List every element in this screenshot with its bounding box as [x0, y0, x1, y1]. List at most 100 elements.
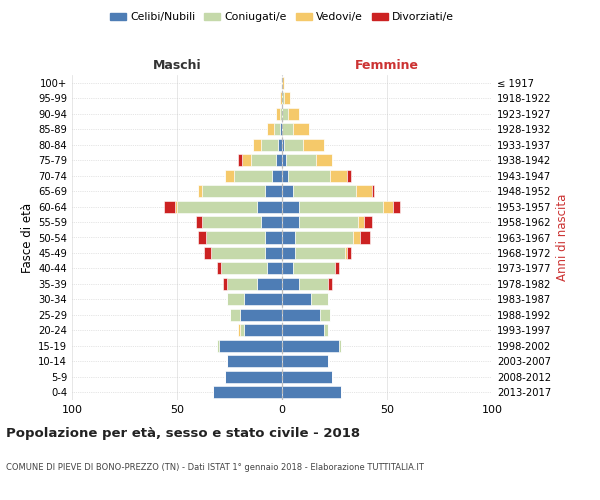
Bar [284, 138, 303, 150]
Bar [268, 123, 274, 135]
Bar [206, 232, 265, 243]
Bar [286, 154, 316, 166]
Bar [261, 138, 278, 150]
Bar [280, 123, 282, 135]
Bar [238, 154, 242, 166]
Bar [198, 232, 206, 243]
Bar [364, 216, 372, 228]
Text: Femmine: Femmine [355, 59, 419, 72]
Bar [226, 371, 282, 383]
Bar [265, 247, 282, 259]
Bar [280, 108, 282, 120]
Bar [345, 247, 347, 259]
Bar [284, 92, 290, 104]
Bar [299, 200, 383, 212]
Bar [204, 247, 211, 259]
Bar [276, 154, 282, 166]
Bar [338, 340, 341, 352]
Bar [282, 92, 284, 104]
Bar [261, 216, 282, 228]
Bar [282, 262, 293, 274]
Bar [265, 232, 282, 243]
Bar [320, 309, 331, 321]
Bar [303, 138, 324, 150]
Bar [240, 309, 282, 321]
Bar [316, 154, 332, 166]
Bar [229, 309, 240, 321]
Bar [293, 262, 335, 274]
Bar [299, 278, 328, 290]
Text: COMUNE DI PIEVE DI BONO-PREZZO (TN) - Dati ISTAT 1° gennaio 2018 - Elaborazione : COMUNE DI PIEVE DI BONO-PREZZO (TN) - Da… [6, 462, 424, 471]
Bar [217, 340, 219, 352]
Bar [335, 262, 338, 274]
Bar [282, 76, 284, 89]
Bar [238, 324, 240, 336]
Bar [358, 216, 364, 228]
Bar [227, 294, 244, 306]
Bar [360, 232, 370, 243]
Text: Popolazione per età, sesso e stato civile - 2018: Popolazione per età, sesso e stato civil… [6, 428, 360, 440]
Bar [257, 200, 282, 212]
Bar [299, 216, 358, 228]
Bar [293, 123, 310, 135]
Bar [282, 138, 284, 150]
Bar [217, 262, 221, 274]
Bar [253, 138, 261, 150]
Bar [202, 216, 261, 228]
Bar [196, 216, 202, 228]
Bar [211, 247, 265, 259]
Bar [274, 123, 280, 135]
Bar [331, 170, 347, 181]
Bar [268, 262, 282, 274]
Bar [394, 200, 400, 212]
Bar [164, 200, 175, 212]
Bar [251, 154, 276, 166]
Bar [282, 185, 293, 197]
Bar [311, 294, 328, 306]
Bar [282, 309, 320, 321]
Bar [265, 185, 282, 197]
Bar [282, 340, 338, 352]
Bar [282, 371, 332, 383]
Bar [198, 185, 202, 197]
Bar [278, 138, 282, 150]
Text: Maschi: Maschi [152, 59, 202, 72]
Bar [177, 200, 257, 212]
Bar [282, 386, 341, 398]
Bar [347, 170, 352, 181]
Bar [289, 108, 299, 120]
Bar [257, 278, 282, 290]
Y-axis label: Fasce di età: Fasce di età [21, 202, 34, 272]
Bar [293, 185, 355, 197]
Bar [355, 185, 372, 197]
Bar [276, 108, 280, 120]
Bar [282, 278, 299, 290]
Bar [353, 232, 360, 243]
Bar [282, 232, 295, 243]
Y-axis label: Anni di nascita: Anni di nascita [556, 194, 569, 281]
Bar [282, 356, 328, 368]
Bar [383, 200, 394, 212]
Bar [175, 200, 177, 212]
Legend: Celibi/Nubili, Coniugati/e, Vedovi/e, Divorziati/e: Celibi/Nubili, Coniugati/e, Vedovi/e, Di… [106, 8, 458, 26]
Bar [223, 278, 227, 290]
Bar [372, 185, 374, 197]
Bar [295, 247, 345, 259]
Bar [202, 185, 265, 197]
Bar [227, 278, 257, 290]
Bar [242, 154, 251, 166]
Bar [282, 216, 299, 228]
Bar [244, 294, 282, 306]
Bar [282, 324, 324, 336]
Bar [240, 324, 244, 336]
Bar [324, 324, 328, 336]
Bar [347, 247, 352, 259]
Bar [226, 170, 234, 181]
Bar [282, 170, 289, 181]
Bar [219, 340, 282, 352]
Bar [234, 170, 271, 181]
Bar [227, 356, 282, 368]
Bar [221, 262, 268, 274]
Bar [271, 170, 282, 181]
Bar [244, 324, 282, 336]
